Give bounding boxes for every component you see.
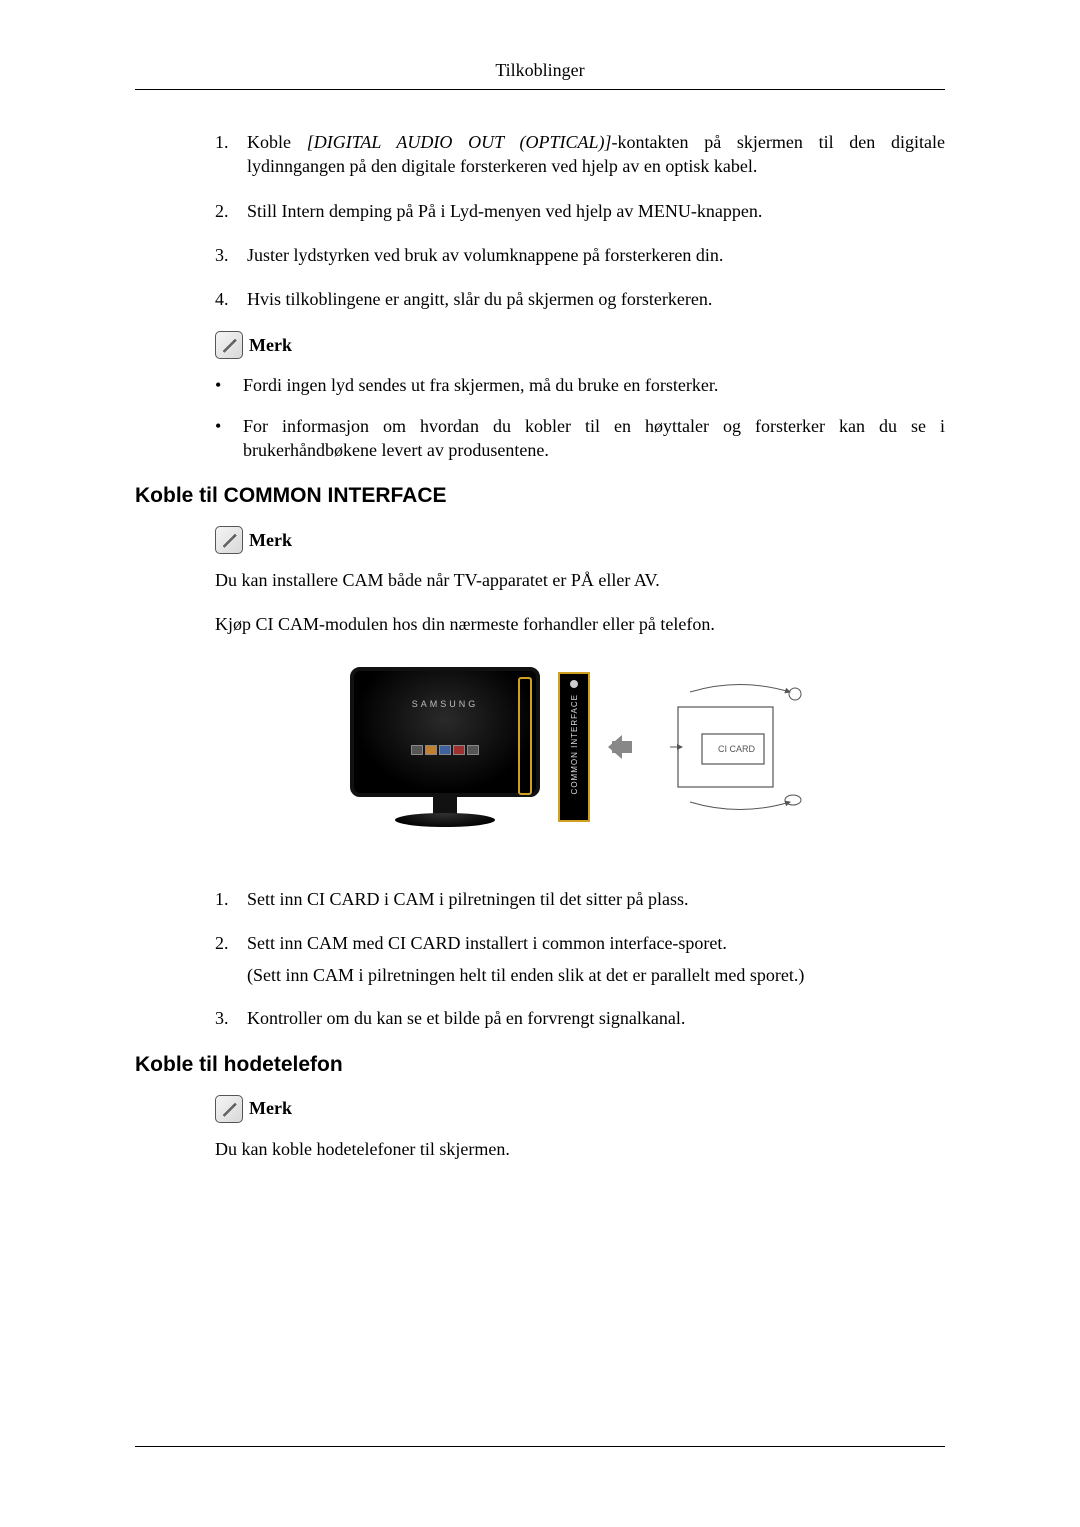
note-bullets: • Fordi ingen lyd sendes ut fra skjermen… (215, 373, 945, 462)
ci-card-illustration: CI CARD (660, 672, 810, 822)
audio-steps-list: 1. Koble [DIGITAL AUDIO OUT (OPTICAL)]-k… (215, 130, 945, 311)
item-number: 1. (215, 887, 247, 911)
list-item: 1. Koble [DIGITAL AUDIO OUT (OPTICAL)]-k… (215, 130, 945, 179)
note-icon (215, 526, 243, 554)
item-text: Still Intern demping på På i Lyd-menyen … (247, 199, 945, 223)
note-block: Merk (215, 331, 945, 359)
monitor-brand: SAMSUNG (354, 699, 536, 709)
item-text: Juster lydstyrken ved bruk av volumknapp… (247, 243, 945, 267)
page-header: Tilkoblinger (135, 60, 945, 81)
list-item: 2. Still Intern demping på På i Lyd-meny… (215, 199, 945, 223)
item-number: 3. (215, 243, 247, 267)
list-item: • For informasjon om hvordan du kobler t… (215, 414, 945, 463)
item-number: 2. (215, 199, 247, 223)
bullet-icon: • (215, 373, 243, 397)
footer-rule (135, 1446, 945, 1447)
item-text: Koble [DIGITAL AUDIO OUT (OPTICAL)]-kont… (247, 130, 945, 179)
list-item: 3. Juster lydstyrken ved bruk av volumkn… (215, 243, 945, 267)
list-item: 4. Hvis tilkoblingene er angitt, slår du… (215, 287, 945, 311)
bullet-icon: • (215, 414, 243, 463)
note-label: Merk (249, 1098, 292, 1119)
section-heading-headphone: Koble til hodetelefon (135, 1053, 945, 1077)
item-text: Kontroller om du kan se et bilde på en f… (247, 1006, 945, 1030)
paragraph: Kjøp CI CAM-modulen hos din nærmeste for… (215, 612, 945, 637)
item-text: Sett inn CAM med CI CARD installert i co… (247, 931, 945, 955)
list-item: 2. Sett inn CAM med CI CARD installert i… (215, 931, 945, 955)
ci-steps-list-cont: 3. Kontroller om du kan se et bilde på e… (215, 1006, 945, 1030)
note-icon (215, 331, 243, 359)
item-text: Sett inn CI CARD i CAM i pilretningen ti… (247, 887, 945, 911)
paragraph: Du kan koble hodetelefoner til skjermen. (215, 1137, 945, 1162)
arrow-left-icon (608, 735, 642, 759)
list-item: 3. Kontroller om du kan se et bilde på e… (215, 1006, 945, 1030)
paragraph: Du kan installere CAM både når TV-appara… (215, 568, 945, 593)
ci-slot-label: COMMON INTERFACE (570, 694, 579, 794)
note-label: Merk (249, 335, 292, 356)
item-number: 1. (215, 130, 247, 179)
list-item: 1. Sett inn CI CARD i CAM i pilretningen… (215, 887, 945, 911)
item-text: Hvis tilkoblingene er angitt, slår du på… (247, 287, 945, 311)
item-number: 3. (215, 1006, 247, 1030)
svg-text:CI CARD: CI CARD (718, 744, 756, 754)
ci-steps-list: 1. Sett inn CI CARD i CAM i pilretningen… (215, 887, 945, 956)
note-icon (215, 1095, 243, 1123)
header-rule (135, 89, 945, 90)
step-subnote: (Sett inn CAM i pilretningen helt til en… (247, 965, 945, 986)
list-item: • Fordi ingen lyd sendes ut fra skjermen… (215, 373, 945, 397)
ci-slot-illustration: COMMON INTERFACE (558, 672, 590, 822)
item-number: 2. (215, 931, 247, 955)
ci-figure: SAMSUNG COMMON INTERFACE (215, 667, 945, 827)
section-heading-common-interface: Koble til COMMON INTERFACE (135, 484, 945, 508)
note-block: Merk (215, 526, 945, 554)
note-label: Merk (249, 530, 292, 551)
item-text: For informasjon om hvordan du kobler til… (243, 414, 945, 463)
item-number: 4. (215, 287, 247, 311)
monitor-illustration: SAMSUNG (350, 667, 540, 827)
item-text: Fordi ingen lyd sendes ut fra skjermen, … (243, 373, 945, 397)
note-block: Merk (215, 1095, 945, 1123)
